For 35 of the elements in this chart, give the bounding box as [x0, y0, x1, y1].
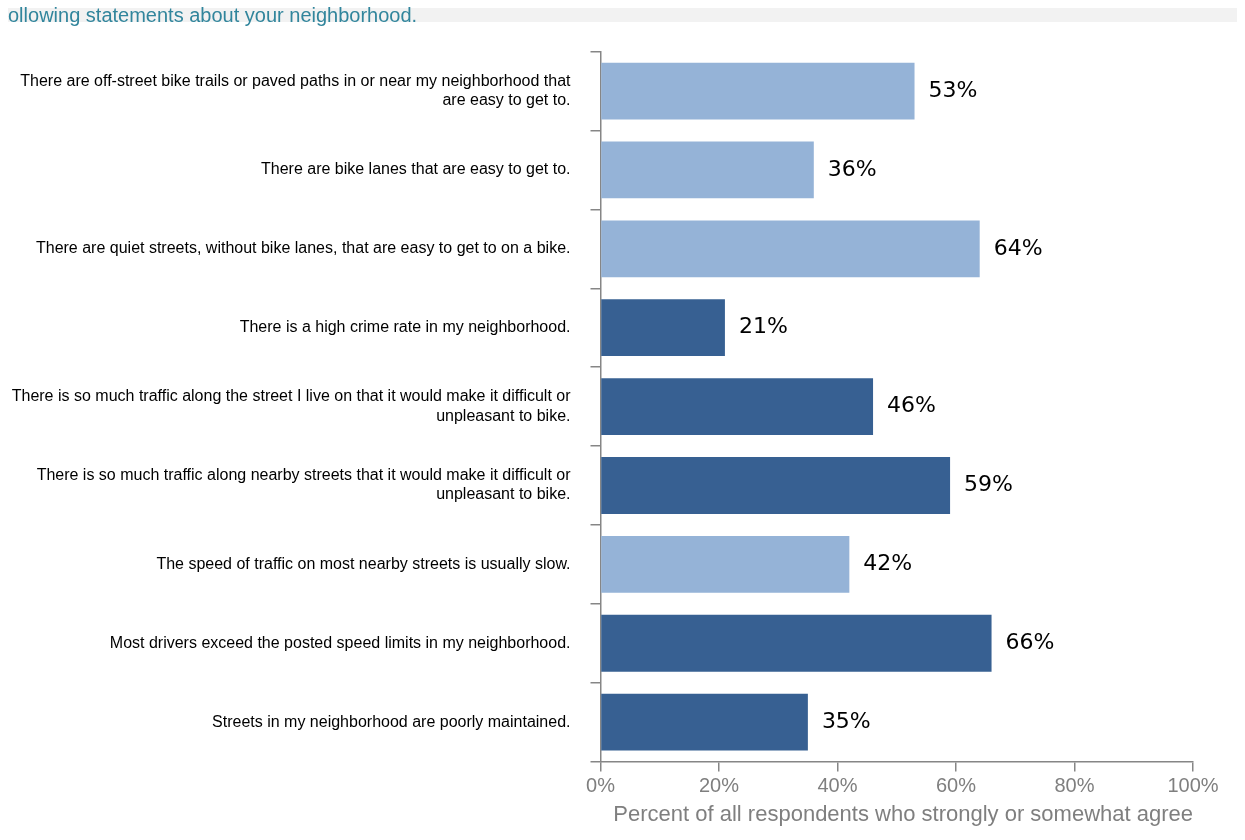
bar [601, 220, 980, 278]
data-label: 59% [964, 471, 1013, 497]
bar [601, 693, 808, 751]
y-tick-label: Most drivers exceed the posted speed limits in my neighborhood. [109, 633, 571, 651]
y-tick-label: There are bike lanes that are easy to get to. [260, 160, 571, 178]
bar [601, 535, 850, 593]
x-tick-label: 80% [1054, 774, 1095, 797]
data-label: 21% [738, 313, 788, 339]
y-tick-label: There is so much traffic along the street I live on that it would make it difficult or unpleasant to bike. [11, 387, 572, 424]
x-axis-title: Percent of all respondents who strongly or somewhat agree [613, 800, 1193, 826]
data-label: 42% [863, 550, 913, 576]
data-label: 35% [821, 707, 871, 733]
x-tick-label: 100% [1167, 774, 1219, 797]
y-tick-label: The speed of traffic on most nearby streets is usually slow. [156, 554, 571, 572]
data-label: 64% [993, 234, 1043, 260]
text: ollowing statements about your neighborhood. [8, 4, 419, 26]
y-tick-label: There are off-street bike trails or paved paths in or near my neighborhood that are easy to get to. [20, 71, 572, 109]
bar [601, 457, 951, 514]
bar [601, 378, 874, 435]
y-tick-label: There is so much traffic along nearby streets that it would make it difficult or unpleasant to bike. [36, 466, 572, 503]
y-tick-label: Streets in my neighborhood are poorly maintained. [212, 712, 571, 730]
y-tick-label: There are quiet streets, without bike lanes, that are easy to get to on a bike. [35, 239, 571, 257]
data-label: 66% [1005, 628, 1055, 654]
data-label: 53% [928, 76, 978, 102]
x-tick-label: 0% [586, 774, 616, 797]
data-label: 46% [887, 392, 936, 418]
y-tick-label: There is a high crime rate in my neighborhood. [239, 318, 571, 336]
bar [601, 141, 814, 199]
bar [601, 614, 992, 672]
x-tick-label: 40% [817, 774, 858, 797]
x-tick-label: 20% [698, 774, 740, 797]
data-label: 36% [827, 155, 877, 181]
bar [601, 62, 915, 120]
x-tick-label: 60% [935, 774, 977, 797]
bar [601, 299, 725, 357]
